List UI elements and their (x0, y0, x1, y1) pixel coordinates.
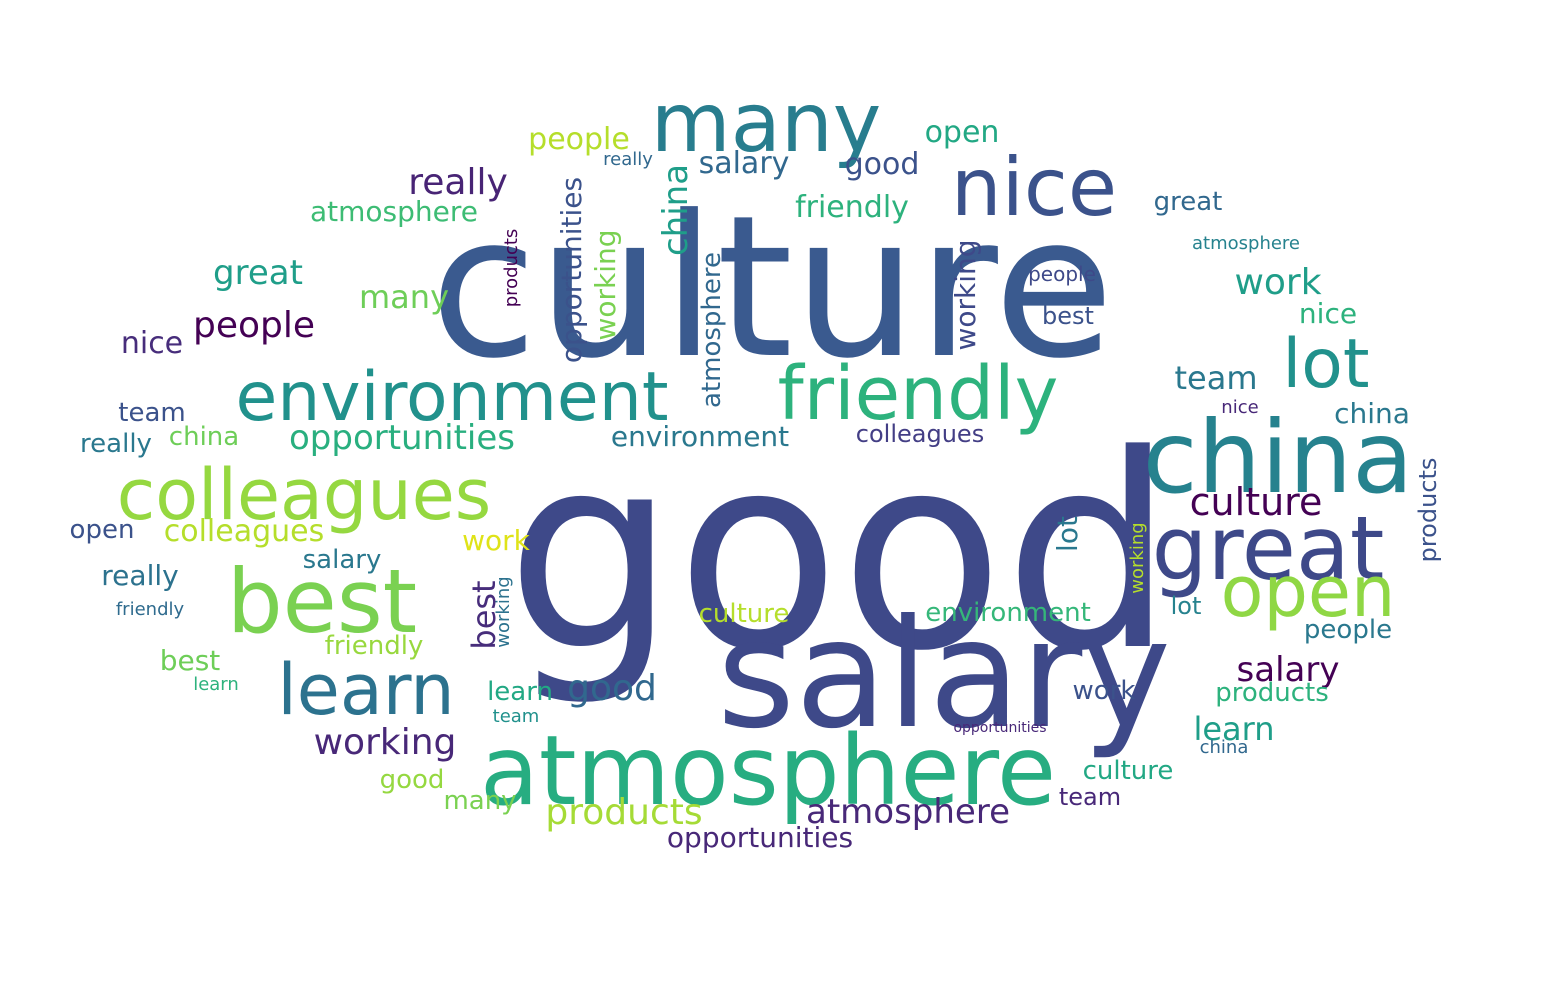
word: environment (235, 358, 669, 437)
word: china (168, 422, 240, 452)
word: atmosphere (480, 715, 1056, 827)
word: culture (1082, 756, 1174, 786)
word: lot (1051, 516, 1084, 552)
word: people (192, 305, 316, 346)
word: good (379, 765, 445, 795)
word: good (505, 398, 1175, 710)
word: china (1142, 399, 1414, 516)
word: team (118, 398, 186, 428)
word: products (501, 228, 522, 308)
word: many (650, 76, 882, 171)
word: people (1303, 615, 1393, 645)
word: work (462, 524, 530, 557)
word: best (159, 644, 221, 677)
word: salary (302, 545, 382, 575)
word: working (493, 576, 514, 648)
word: learn (277, 649, 455, 731)
word: great (1151, 497, 1385, 600)
word: working (589, 229, 622, 341)
word: people (528, 122, 630, 157)
word: environment (610, 420, 790, 453)
word: nice (120, 326, 184, 361)
word: learn (193, 674, 239, 695)
word: open (924, 115, 1000, 150)
word: china (1199, 737, 1249, 758)
word: good (844, 147, 920, 182)
word: friendly (795, 190, 909, 225)
word: colleagues (116, 454, 492, 536)
word: lot (1170, 592, 1202, 620)
word: work (1234, 262, 1322, 303)
word: working (313, 722, 457, 763)
word: culture (698, 599, 790, 629)
word: people (1028, 262, 1096, 286)
word: products (1215, 678, 1329, 708)
word: great (1153, 187, 1223, 217)
word: working (949, 239, 982, 351)
word: really (408, 162, 508, 203)
word: open (69, 515, 135, 545)
word: atmosphere (697, 252, 727, 408)
word: learn (487, 677, 553, 707)
word: best (1042, 302, 1094, 330)
word: atmosphere (1192, 233, 1300, 254)
word: nice (950, 141, 1118, 234)
word: friendly (777, 351, 1059, 437)
word: great (213, 253, 303, 293)
word: salary (1236, 650, 1340, 690)
word: really (603, 149, 653, 170)
word: best (226, 550, 418, 653)
word: work (1072, 676, 1136, 706)
word: environment (925, 598, 1091, 628)
word: atmosphere (310, 195, 478, 228)
word: learn (1193, 710, 1275, 748)
word: salary (716, 588, 1172, 762)
word: many (359, 278, 449, 316)
word: really (101, 559, 179, 592)
word: team (1174, 359, 1258, 397)
word: china (1334, 397, 1410, 430)
word: opportunities (666, 821, 854, 854)
word: team (492, 706, 540, 727)
word: nice (1221, 397, 1259, 418)
word: products (1414, 457, 1442, 563)
word: opportunities (555, 176, 588, 364)
word: lot (1282, 325, 1370, 404)
word: colleagues (855, 420, 985, 448)
word: salary (698, 146, 790, 181)
word: many (443, 786, 517, 816)
word: team (1058, 783, 1122, 811)
word: good (567, 668, 657, 709)
word: friendly (115, 599, 185, 620)
word: culture (1189, 480, 1323, 524)
word: atmosphere (806, 792, 1010, 832)
word: opportunities (953, 720, 1047, 736)
word: opportunities (288, 418, 516, 458)
word: colleagues (163, 514, 325, 549)
word: products (545, 792, 703, 833)
word: working (1127, 522, 1148, 594)
word: nice (1298, 297, 1358, 330)
word: really (80, 429, 152, 459)
word: friendly (324, 631, 424, 661)
word: china (656, 163, 696, 257)
word: open (1220, 551, 1396, 633)
word: culture (429, 174, 1115, 402)
